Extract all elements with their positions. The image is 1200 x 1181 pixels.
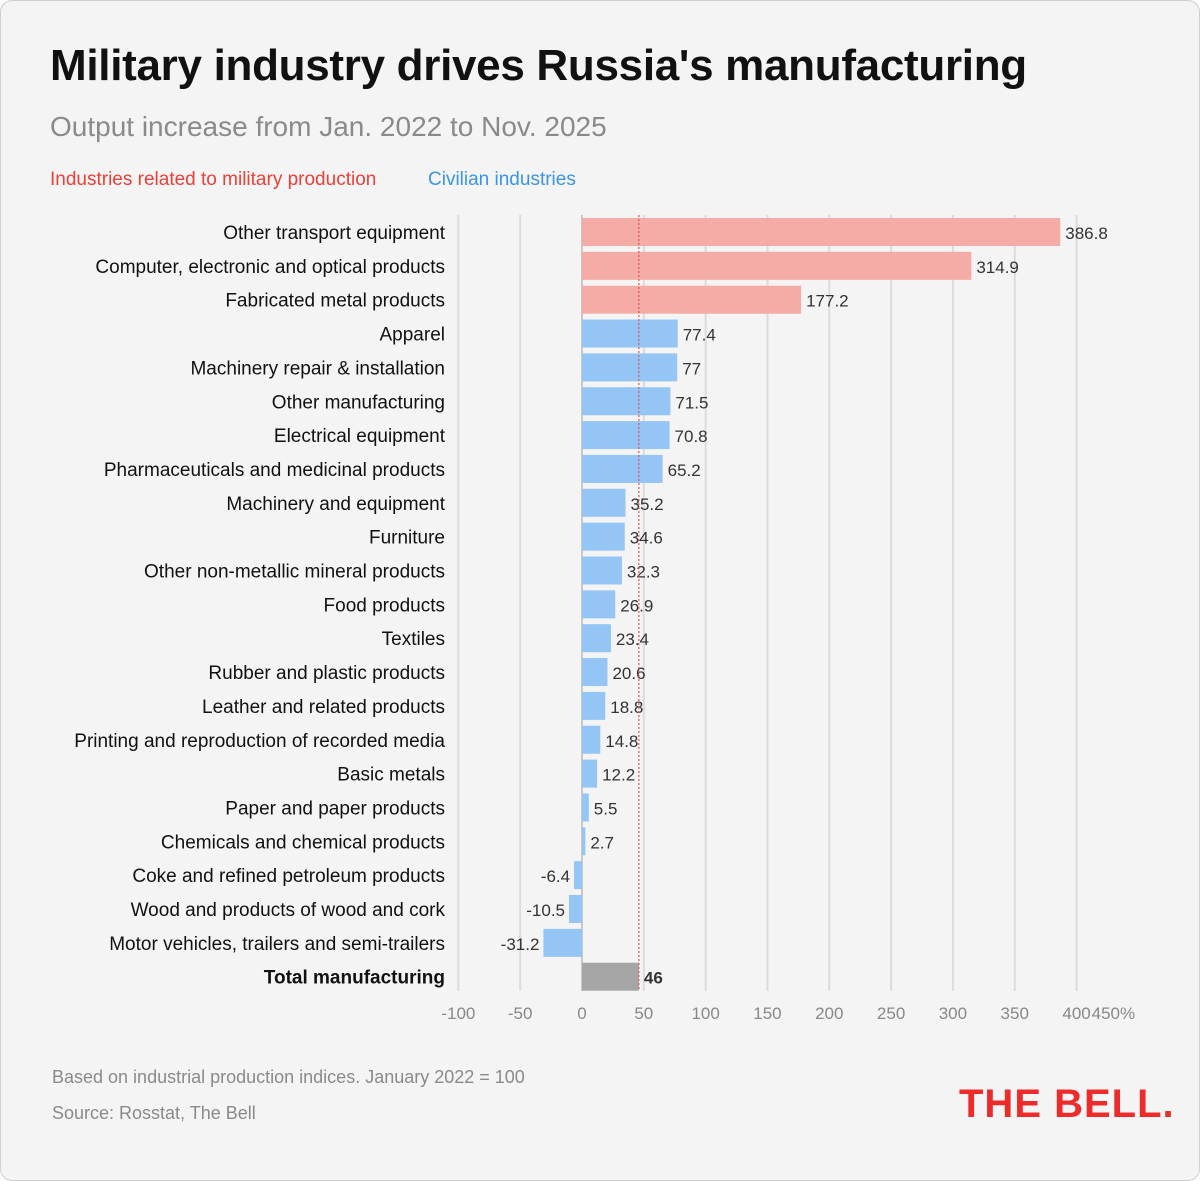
value-label: 34.6: [630, 529, 663, 548]
bar: [582, 759, 598, 788]
footnote-source: Source: Rosstat, The Bell: [52, 1103, 256, 1123]
x-tick-label: 400: [1062, 1004, 1090, 1023]
value-label: -6.4: [541, 867, 570, 886]
value-label: 12.2: [602, 766, 635, 785]
bar: [582, 962, 639, 991]
value-label: 77.4: [683, 326, 716, 345]
bar: [582, 285, 802, 314]
value-label: 35.2: [631, 495, 664, 514]
category-label: Total manufacturing: [264, 968, 445, 989]
bar: [582, 725, 601, 754]
value-label: 70.8: [675, 427, 708, 446]
bar: [582, 218, 1061, 246]
category-label: Pharmaceuticals and medicinal products: [104, 460, 445, 481]
category-label: Coke and refined petroleum products: [132, 866, 445, 887]
value-label: 5.5: [594, 799, 618, 818]
x-tick-label: 0: [577, 1004, 586, 1023]
value-label: 23.4: [616, 630, 649, 649]
category-label: Leather and related products: [202, 697, 445, 718]
x-tick-label: -100: [441, 1004, 475, 1023]
x-tick-label: 450%: [1092, 1004, 1135, 1023]
bar: [574, 861, 582, 890]
category-label: Machinery repair & installation: [190, 358, 445, 379]
bar: [582, 827, 586, 856]
bar: [543, 928, 582, 957]
category-label: Fabricated metal products: [225, 291, 445, 312]
category-label: Other manufacturing: [272, 392, 445, 413]
category-label: Wood and products of wood and cork: [131, 900, 446, 921]
bar: [582, 522, 625, 551]
category-label: Motor vehicles, trailers and semi-traile…: [109, 934, 445, 955]
bar: [582, 488, 626, 517]
category-label: Chemicals and chemical products: [161, 832, 445, 853]
category-label: Furniture: [369, 528, 445, 549]
bar: [582, 691, 606, 720]
category-label: Other transport equipment: [223, 223, 446, 244]
value-label: 77: [682, 359, 701, 378]
category-label: Computer, electronic and optical product…: [95, 257, 445, 278]
x-tick-label: 350: [1001, 1004, 1029, 1023]
value-label: 65.2: [668, 461, 701, 480]
value-label: 386.8: [1065, 224, 1108, 243]
bar: [582, 590, 616, 619]
category-label: Textiles: [382, 629, 445, 650]
value-label: 26.9: [620, 596, 653, 615]
bar: [582, 658, 608, 687]
bar: [582, 624, 611, 653]
value-label: 14.8: [605, 732, 638, 751]
bar: [582, 556, 622, 585]
value-label: 32.3: [627, 563, 660, 582]
x-tick-label: 150: [753, 1004, 781, 1023]
bar: [582, 251, 972, 280]
category-label: Printing and reproduction of recorded me…: [74, 731, 445, 752]
x-tick-label: 100: [691, 1004, 719, 1023]
value-label: 20.6: [612, 664, 645, 683]
category-label: Machinery and equipment: [226, 494, 445, 515]
category-label: Electrical equipment: [274, 426, 446, 447]
value-label: 2.7: [590, 833, 614, 852]
category-label: Other non-metallic mineral products: [144, 562, 445, 583]
value-label: -10.5: [526, 901, 565, 920]
x-tick-label: -50: [508, 1004, 533, 1023]
footnote-note: Based on industrial production indices. …: [52, 1067, 525, 1087]
bar: [582, 387, 671, 416]
chart-title: Military industry drives Russia's manufa…: [50, 41, 1027, 90]
bar: [582, 319, 678, 348]
bar: [582, 353, 678, 382]
value-label: 46: [644, 969, 663, 988]
chart-subtitle: Output increase from Jan. 2022 to Nov. 2…: [50, 111, 607, 142]
category-label: Rubber and plastic products: [208, 663, 445, 684]
value-label: 71.5: [675, 393, 708, 412]
category-label: Food products: [324, 595, 445, 616]
value-label: 18.8: [610, 698, 643, 717]
value-label: -31.2: [501, 935, 540, 954]
bar: [582, 793, 589, 822]
bar: [582, 421, 670, 450]
x-tick-label: 50: [634, 1004, 653, 1023]
category-label: Paper and paper products: [225, 798, 445, 819]
legend-civilian: Civilian industries: [428, 169, 576, 190]
category-label: Basic metals: [337, 765, 445, 786]
legend-military: Industries related to military productio…: [50, 169, 377, 190]
x-tick-label: 300: [939, 1004, 967, 1023]
x-tick-label: 250: [877, 1004, 905, 1023]
category-label: Apparel: [380, 325, 446, 346]
bar: [582, 454, 663, 483]
value-label: 314.9: [976, 258, 1019, 277]
bar-chart: Other transport equipment 386.8 Computer, …: [74, 215, 1135, 1023]
value-label: 177.2: [806, 292, 849, 311]
the-bell-logo: THE BELL.: [959, 1082, 1175, 1126]
x-tick-label: 200: [815, 1004, 843, 1023]
bar: [569, 895, 582, 923]
